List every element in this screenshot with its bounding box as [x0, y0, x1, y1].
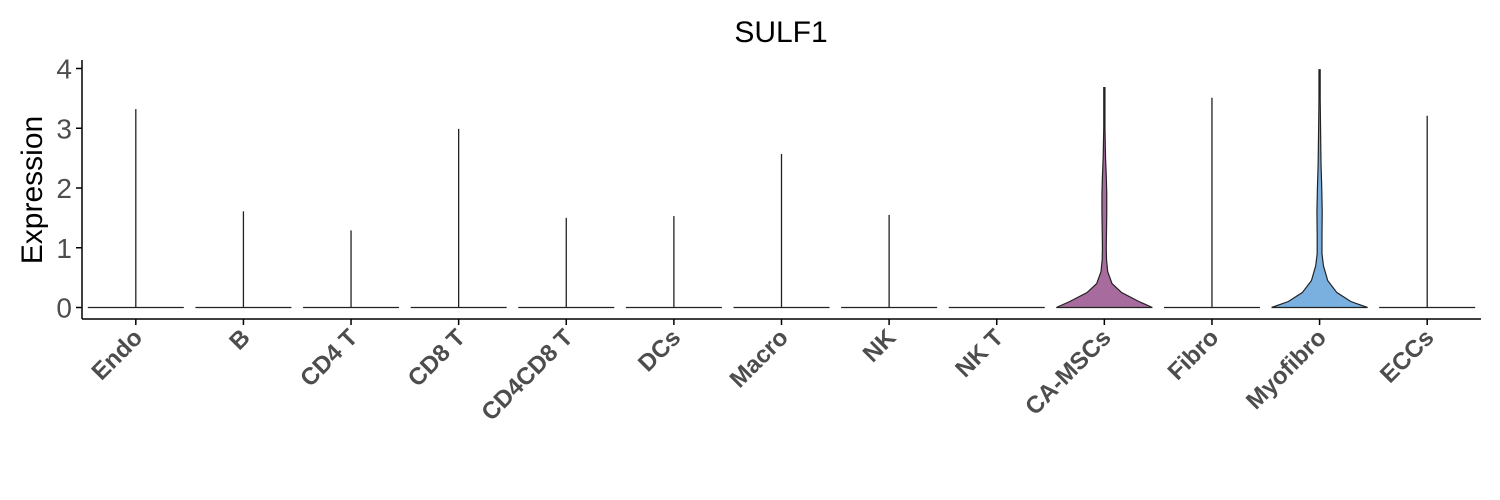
y-axis-label: Expression: [16, 116, 49, 264]
x-tick-label: DCs: [633, 324, 686, 377]
x-tick-label: B: [224, 324, 255, 355]
y-tick-label: 0: [56, 293, 72, 324]
chart-title: SULF1: [734, 16, 827, 49]
x-tick-label: CD8 T: [403, 324, 471, 392]
y-tick-label: 2: [56, 173, 72, 204]
violin-myofibro: [1271, 69, 1368, 309]
x-tick-label: NK T: [950, 324, 1009, 383]
x-tick-label: ECCs: [1375, 324, 1439, 388]
x-tick-label: Endo: [87, 324, 149, 386]
x-axis: Endo B CD4 T CD8 T CD4CD8 T DCs Macro NK NK T CA-…: [82, 318, 1481, 426]
x-tick-label: CD4CD8 T: [476, 324, 578, 426]
x-tick-label: Myofibro: [1241, 324, 1332, 415]
y-axis: 0 1 2 3 4: [56, 54, 83, 324]
y-tick-label: 1: [56, 233, 72, 264]
x-tick-label: Macro: [725, 324, 794, 393]
violin-ca-mscs: [1056, 87, 1153, 309]
x-tick-label: CA-MSCs: [1020, 324, 1116, 420]
y-tick-label: 3: [56, 113, 72, 144]
violins: [87, 69, 1476, 309]
x-tick-label: NK: [858, 324, 902, 368]
x-tick-label: CD4 T: [295, 324, 363, 392]
x-tick-label: Fibro: [1163, 324, 1225, 386]
y-tick-label: 4: [56, 54, 72, 85]
